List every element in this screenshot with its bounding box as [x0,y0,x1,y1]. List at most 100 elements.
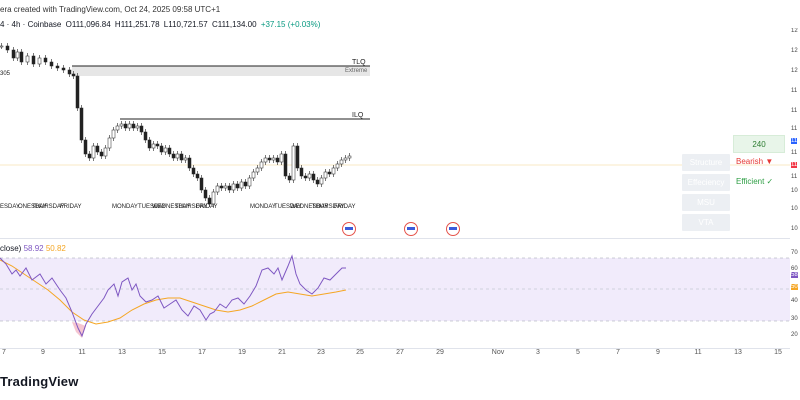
candle-body [339,159,344,165]
time-tick: 29 [436,349,444,356]
candle-body [171,153,176,159]
left-edge-label: 305 [0,71,11,77]
candle-body [71,73,76,77]
pane-divider[interactable] [0,238,790,239]
time-tick: 11 [694,349,702,356]
day-label: WEDNESDAY [152,204,191,210]
day-label: FRIDAY [196,204,218,210]
candle-body [243,181,248,187]
candle-body [235,183,240,189]
count-badge: 240 [733,135,785,153]
tlq-label: TLQ [352,59,366,66]
close-value: C111,134.00 [211,20,257,29]
rsi-ma-value: 50.82 [45,244,66,253]
day-label: FRIDAY [334,204,356,210]
candle-body [343,157,348,161]
candle-body [159,145,164,153]
candle-body [295,145,300,169]
candle-body [123,123,128,129]
time-tick: 23 [317,349,325,356]
efficiency-label: Effeciency [682,174,730,191]
candle-body [299,167,304,177]
rsi-line [0,254,346,338]
time-tick: 19 [238,349,246,356]
day-label: TUESDAY [138,204,166,210]
price-tick: 11 [791,150,798,156]
price-axis[interactable]: 12 12 12 11 11 11 11 11 11 11 10 10 10 7… [790,28,800,348]
open-value: O111,096.84 [65,20,111,29]
candle-body [127,123,132,129]
time-tick: 9 [656,349,660,356]
candle-body [227,185,232,191]
candle-body [267,157,272,161]
rsi-ma-line [0,259,347,325]
candle-body [107,137,112,149]
time-tick: 13 [118,349,126,356]
price-tick: 10 [791,226,798,232]
day-label: ONESDAY [18,204,47,210]
day-label: FRIDAY [60,204,82,210]
candle-body [255,167,260,173]
day-label: THURSDAY [32,204,65,210]
symbol-label[interactable]: 4 · 4h · Coinbase [0,20,62,29]
candle-body [0,45,4,48]
msu-label: MSU [682,194,730,211]
economic-event-flag-icon[interactable] [446,222,460,236]
candle-body [263,157,268,163]
current-price-tag: 11 [791,138,798,144]
candle-body [187,157,192,169]
candle-body [223,185,228,189]
time-tick: 13 [734,349,742,356]
time-tick: 11 [78,349,86,356]
candle-body [207,197,212,205]
candle-body [291,145,296,181]
rsi-value-tag: 58 [791,272,798,278]
time-tick: 27 [396,349,404,356]
candle-body [43,57,48,63]
candle-body [119,123,124,127]
candle-body [79,107,84,141]
tradingview-logo[interactable]: TradingView [0,374,79,389]
time-tick: 7 [2,349,6,356]
time-axis[interactable]: 7 9 11 13 15 17 19 21 23 25 27 29 Nov 3 … [0,349,790,361]
low-value: L110,721.57 [163,20,208,29]
economic-event-flag-icon[interactable] [342,222,356,236]
candle-body [327,171,332,175]
candle-body [49,61,54,67]
candle-body [167,147,172,155]
candle-body [37,57,42,65]
price-chart[interactable] [0,28,790,238]
rsi-tick: 60 [791,266,798,272]
candle-body [151,143,156,149]
rsi-pane[interactable] [0,238,790,348]
time-tick: 3 [536,349,540,356]
change-value: +37.15 (+0.03%) [260,20,321,29]
candle-body [287,175,292,181]
candle-body [155,143,160,147]
candle-body [303,175,308,179]
candle-body [251,171,256,179]
candle-body [247,177,252,187]
economic-event-flag-icon[interactable] [404,222,418,236]
candle-body [347,155,352,159]
candle-body [87,153,92,159]
time-tick: 25 [356,349,364,356]
structure-value: Bearish ▼ [736,157,774,166]
day-label: MONDAY [112,204,138,210]
candle-body [259,161,264,169]
candle-body [31,55,36,65]
candle-body [179,153,184,161]
price-tick: 11 [791,88,798,94]
candle-body [323,171,328,179]
day-label: ESDAY [0,204,20,210]
candle-body [183,157,188,161]
rsi-value: 58.92 [23,244,44,253]
candle-body [191,167,196,175]
day-label: THURSDAY [175,204,208,210]
candle-body [61,67,66,71]
high-value: H111,251.78 [114,20,160,29]
extreme-label: Extreme [345,68,368,74]
candle-body [91,145,96,159]
candle-body [139,125,144,133]
extreme-zone [72,66,370,76]
